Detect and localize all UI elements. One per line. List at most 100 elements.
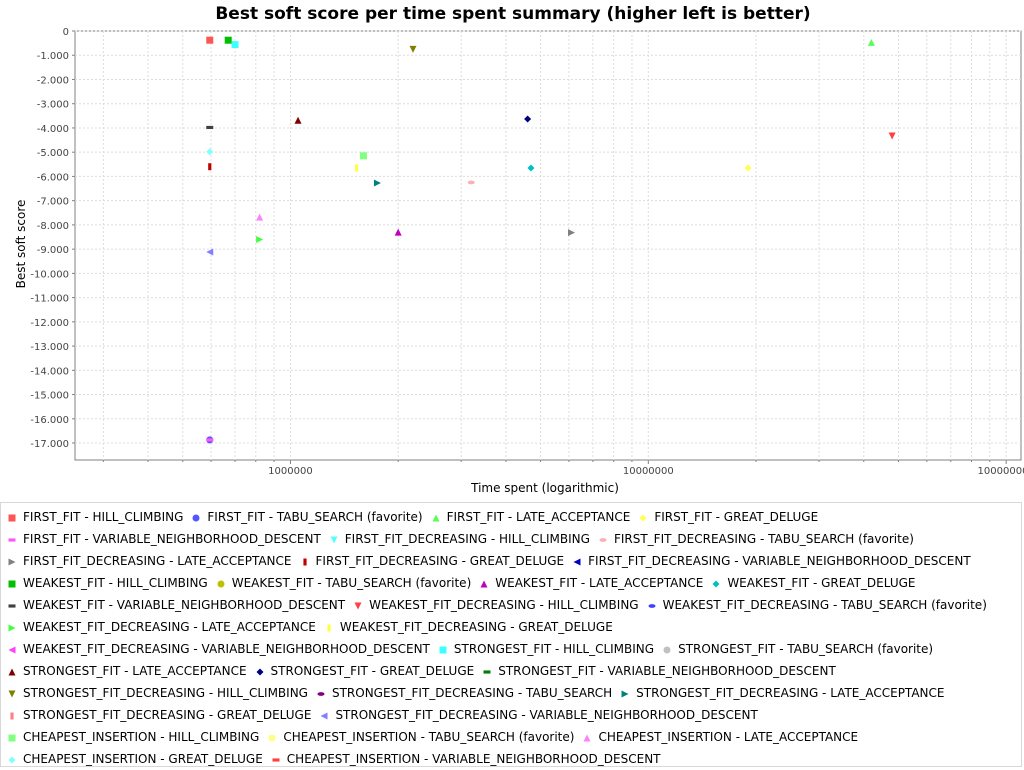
legend-marker-icon <box>599 537 607 542</box>
legend-marker <box>8 537 16 542</box>
legend-item: FIRST_FIT - LATE_ACCEPTANCE <box>429 506 630 528</box>
legend-label: STRONGEST_FIT - HILL_CLIMBING <box>453 642 655 656</box>
legend-marker <box>583 734 591 741</box>
legend-marker-icon <box>439 646 447 653</box>
legend-marker-icon <box>432 514 440 521</box>
legend-marker <box>648 603 656 608</box>
legend-item: WEAKEST_FIT - GREAT_DELUGE <box>709 572 916 594</box>
y-tick-label: -12.000 <box>30 318 69 329</box>
legend-marker <box>483 669 491 674</box>
legend-item: WEAKEST_FIT - HILL_CLIMBING <box>5 572 208 594</box>
data-point <box>206 148 214 156</box>
legend-item: STRONGEST_FIT - LATE_ACCEPTANCE <box>5 660 247 682</box>
data-point <box>206 248 214 256</box>
y-tick-label: -4.000 <box>37 124 69 135</box>
legend-item: STRONGEST_FIT - VARIABLE_NEIGHBORHOOD_DE… <box>480 660 836 682</box>
legend-marker <box>621 690 629 697</box>
legend-marker <box>354 602 362 609</box>
data-point <box>354 164 359 172</box>
chart-legend: FIRST_FIT - HILL_CLIMBING FIRST_FIT - TAB… <box>0 502 1022 767</box>
data-point <box>394 228 402 236</box>
legend-item: STRONGEST_FIT_DECREASING - GREAT_DELUGE <box>5 704 311 726</box>
legend-item: WEAKEST_FIT_DECREASING - VARIABLE_NEIGHB… <box>5 638 430 660</box>
legend-item: WEAKEST_FIT_DECREASING - HILL_CLIMBING <box>351 594 639 616</box>
legend-marker <box>599 537 607 542</box>
legend-marker <box>320 712 328 719</box>
y-tick-label: -16.000 <box>30 415 69 426</box>
y-tick-label: -8.000 <box>37 221 69 232</box>
legend-label: WEAKEST_FIT - TABU_SEARCH (favorite) <box>231 576 472 590</box>
legend-marker-icon <box>8 514 16 521</box>
legend-item: FIRST_FIT - VARIABLE_NEIGHBORHOOD_DESCEN… <box>5 528 321 550</box>
legend-item: FIRST_FIT - TABU_SEARCH (favorite) <box>189 506 423 528</box>
legend-label: WEAKEST_FIT - HILL_CLIMBING <box>23 576 208 590</box>
legend-item: WEAKEST_FIT_DECREASING - TABU_SEARCH (fa… <box>645 594 987 616</box>
legend-item: FIRST_FIT_DECREASING - LATE_ACCEPTANCE <box>5 550 292 572</box>
legend-marker-icon <box>8 558 16 565</box>
legend-marker-icon <box>272 757 280 762</box>
legend-label: STRONGEST_FIT - TABU_SEARCH (favorite) <box>678 642 934 656</box>
data-point <box>888 132 896 140</box>
data-point <box>231 41 239 49</box>
x-axis-ticks: 1000000 10000000 100000000 <box>102 460 1024 477</box>
legend-label: WEAKEST_FIT - VARIABLE_NEIGHBORHOOD_DESC… <box>23 598 346 612</box>
data-point <box>467 180 475 185</box>
legend-marker-icon <box>8 537 16 542</box>
legend-label: STRONGEST_FIT - LATE_ACCEPTANCE <box>23 664 247 678</box>
legend-label: FIRST_FIT_DECREASING - GREAT_DELUGE <box>315 554 565 568</box>
legend-marker <box>10 712 14 719</box>
legend-marker-icon <box>302 558 307 565</box>
y-tick-label: -6.000 <box>37 172 69 183</box>
legend-marker-icon <box>8 756 16 763</box>
legend-label: CHEAPEST_INSERTION - GREAT_DELUGE <box>23 752 263 766</box>
legend-item: STRONGEST_FIT_DECREASING - HILL_CLIMBING <box>5 682 308 704</box>
legend-marker-icon <box>712 580 720 587</box>
legend-item: WEAKEST_FIT_DECREASING - LATE_ACCEPTANCE <box>5 616 316 638</box>
legend-label: STRONGEST_FIT_DECREASING - GREAT_DELUGE <box>23 708 312 722</box>
legend-marker-icon <box>8 734 16 741</box>
data-point <box>224 36 232 44</box>
legend-marker <box>192 514 200 521</box>
legend-marker <box>8 514 16 521</box>
legend-marker-icon <box>192 514 200 521</box>
data-point <box>206 438 214 442</box>
legend-label: STRONGEST_FIT_DECREASING - LATE_ACCEPTAN… <box>636 686 945 700</box>
legend-marker <box>268 734 276 741</box>
legend-marker <box>8 690 16 697</box>
legend-marker <box>317 691 325 696</box>
legend-marker <box>432 514 440 521</box>
legend-marker <box>663 646 671 653</box>
data-point <box>527 164 535 172</box>
y-tick-label: -17.000 <box>30 439 69 450</box>
legend-label: FIRST_FIT - HILL_CLIMBING <box>23 510 184 524</box>
legend-marker-icon <box>217 580 225 587</box>
legend-marker-icon <box>648 603 656 608</box>
data-point <box>294 116 302 124</box>
legend-item: STRONGEST_FIT_DECREASING - VARIABLE_NEIG… <box>317 704 758 726</box>
legend-item: WEAKEST_FIT - LATE_ACCEPTANCE <box>477 572 703 594</box>
legend-label: STRONGEST_FIT_DECREASING - TABU_SEARCH <box>331 686 613 700</box>
legend-label: STRONGEST_FIT_DECREASING - VARIABLE_NEIG… <box>335 708 758 722</box>
legend-item: CHEAPEST_INSERTION - HILL_CLIMBING <box>5 726 259 748</box>
legend-label: FIRST_FIT - GREAT_DELUGE <box>654 510 819 524</box>
legend-marker-icon <box>317 691 325 696</box>
legend-label: FIRST_FIT - TABU_SEARCH (favorite) <box>207 510 423 524</box>
legend-item: STRONGEST_FIT - GREAT_DELUGE <box>253 660 474 682</box>
legend-marker-icon <box>10 712 14 719</box>
legend-label: WEAKEST_FIT_DECREASING - TABU_SEARCH (fa… <box>662 598 987 612</box>
legend-marker <box>8 603 16 608</box>
data-point <box>409 45 417 53</box>
legend-marker-icon <box>663 646 671 653</box>
legend-marker <box>439 646 447 653</box>
legend-marker-icon <box>256 668 264 675</box>
legend-label: WEAKEST_FIT_DECREASING - LATE_ACCEPTANCE <box>23 620 316 634</box>
y-tick-label: -1.000 <box>37 51 69 62</box>
legend-marker-icon <box>639 514 647 521</box>
legend-label: STRONGEST_FIT - VARIABLE_NEIGHBORHOOD_DE… <box>498 664 836 678</box>
legend-label: CHEAPEST_INSERTION - VARIABLE_NEIGHBORHO… <box>286 752 661 766</box>
legend-marker-icon <box>621 690 629 697</box>
legend-marker-icon <box>8 668 16 675</box>
scatter-chart: Best soft score per time spent summary (… <box>14 4 1024 495</box>
data-point <box>256 235 264 243</box>
y-tick-label: -14.000 <box>30 366 69 377</box>
